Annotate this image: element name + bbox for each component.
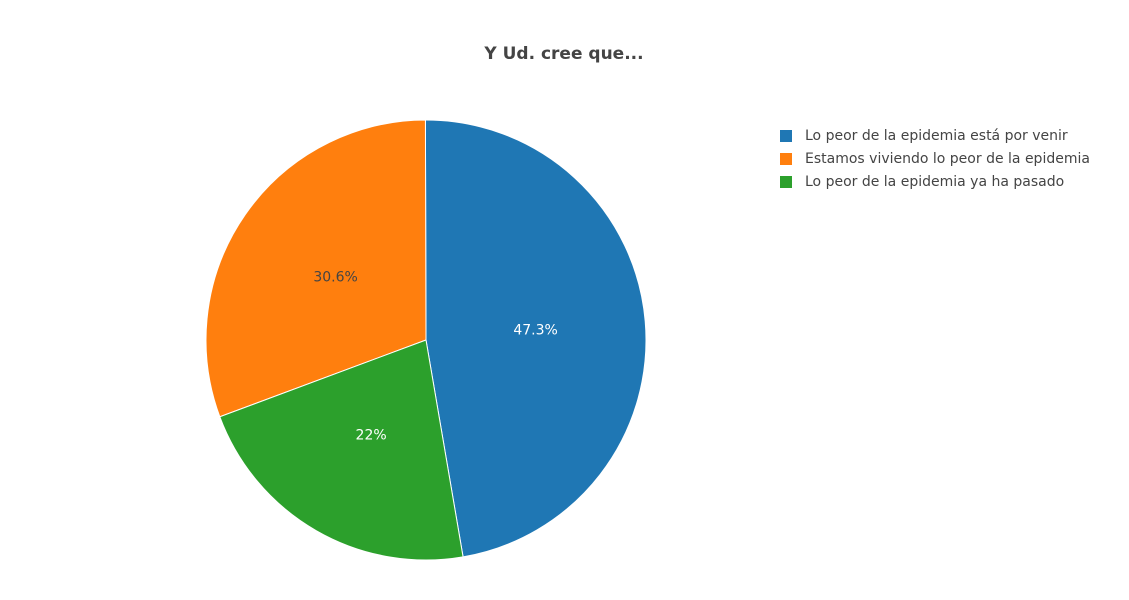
- legend-label: Lo peor de la epidemia ya ha pasado: [805, 174, 1064, 190]
- legend-label: Estamos viviendo lo peor de la epidemia: [805, 151, 1090, 167]
- pie-slice: [219, 339, 464, 561]
- slice-label: 47.3%: [513, 323, 557, 339]
- legend-swatch: [780, 176, 792, 188]
- pie-slice: [424, 119, 647, 558]
- slice-label: 22%: [356, 427, 387, 443]
- chart-title: Y Ud. cree que...: [483, 44, 643, 64]
- slice-label: 30.6%: [313, 269, 357, 285]
- pie-slice: [205, 119, 427, 418]
- legend-swatch: [780, 130, 792, 142]
- legend-swatch: [780, 153, 792, 165]
- legend-label: Lo peor de la epidemia está por venir: [805, 128, 1068, 144]
